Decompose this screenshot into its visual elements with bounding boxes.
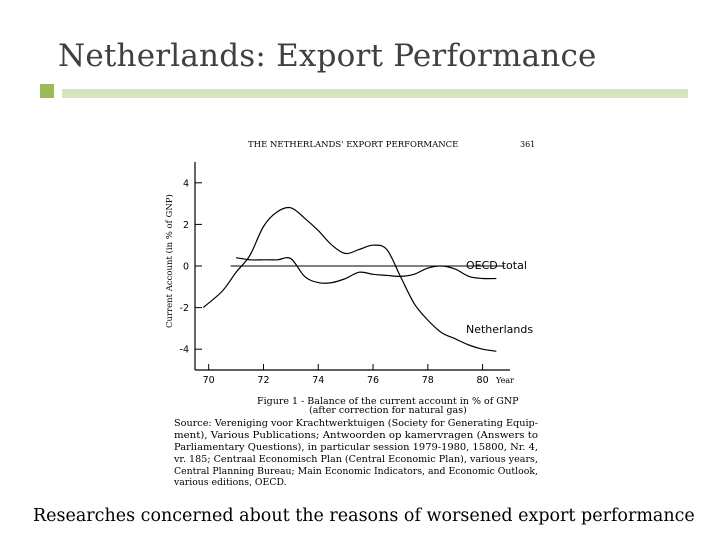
x-tick-label: 70 [203,375,215,386]
current-account-chart: 4 2 0 -2 -4 70 72 74 76 78 80 Current Account (in… [164,162,533,386]
y-axis-label: Current Account (in % of GNP) [164,194,175,328]
x-tick-label: 72 [257,375,269,386]
scan-header: THE NETHERLANDS' EXPORT PERFORMANCE [248,140,458,150]
source-line: various editions, OECD. [173,477,287,486]
y-tick-label: 2 [183,220,189,231]
source-line: vr. 185; Centraal Economisch Plan (Centr… [173,454,538,465]
source-line: Source: Vereniging voor Krachtwerktuigen… [174,418,538,429]
series-line-netherlands [202,206,497,352]
series-label-netherlands: Netherlands [466,323,533,336]
slide-title: Netherlands: Export Performance [58,38,597,74]
y-tick-label: 4 [183,178,189,189]
x-ticks: 70 72 74 76 78 80 [203,364,489,386]
y-tick-label: -4 [180,345,189,356]
scan-page-number: 361 [520,140,535,149]
series-group [202,206,497,352]
y-ticks: 4 2 0 -2 -4 [180,178,202,356]
title-rule [62,89,688,98]
x-axis-label: Year [495,376,514,385]
slide-caption: Researches concerned about the reasons o… [33,506,695,526]
source-line: Central Planning Bureau; Main Economic I… [174,466,538,477]
x-tick-label: 76 [367,375,379,386]
title-accent-square [40,84,54,98]
x-tick-label: 74 [312,375,324,386]
x-tick-label: 78 [422,375,434,386]
figure-caption-line2: (after correction for natural gas) [309,405,467,416]
y-tick-label: 0 [183,262,189,273]
y-tick-label: -2 [180,303,189,314]
series-label-oecd: OECD-total [466,259,527,272]
x-tick-label: 80 [477,375,489,386]
scanned-figure: THE NETHERLANDS' EXPORT PERFORMANCE 361 … [164,140,538,486]
figure-caption-line1: Figure 1 - Balance of the current accoun… [257,396,519,407]
source-line: Parliamentary Questions), in particular … [174,442,538,453]
source-paragraph: Source: Vereniging voor Krachtwerktuigen… [173,418,538,486]
source-line: ment), Various Publications; Antwoorden … [174,430,538,441]
series-line-oecd-total [236,257,497,284]
